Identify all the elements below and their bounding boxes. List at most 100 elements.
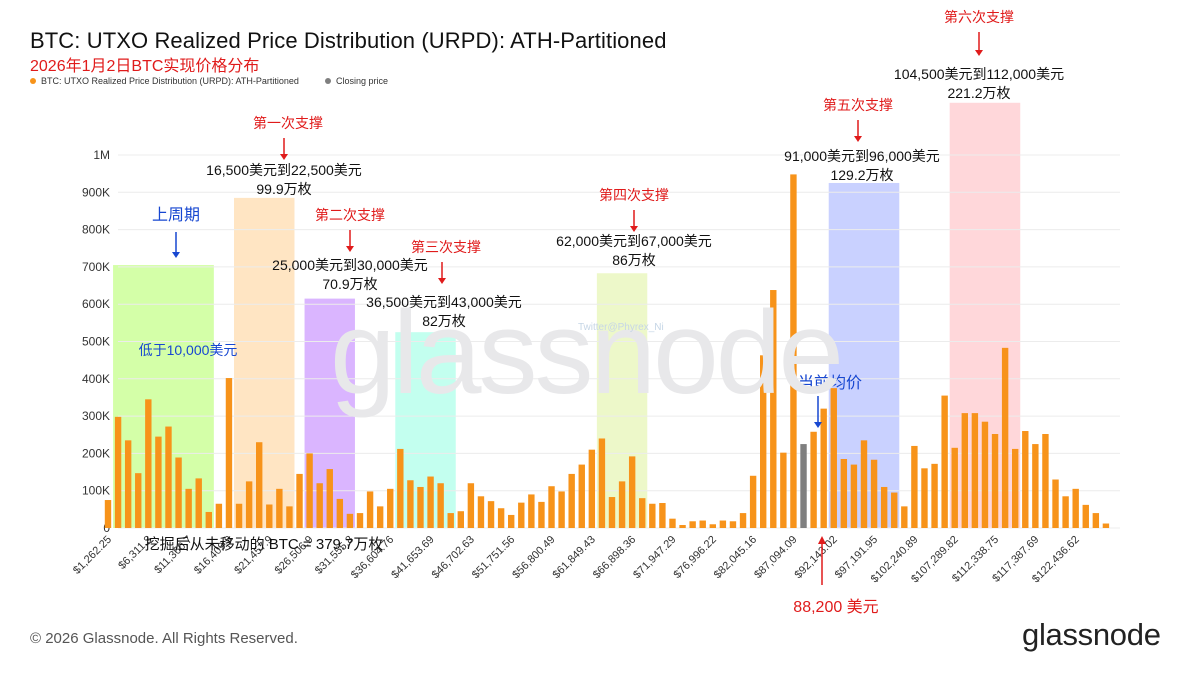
y-tick-label: 400K bbox=[82, 372, 110, 386]
bar bbox=[135, 473, 142, 528]
support-3-arrow-head bbox=[438, 278, 446, 284]
bar bbox=[860, 440, 868, 528]
bar bbox=[467, 483, 475, 528]
bar bbox=[477, 496, 485, 528]
bar bbox=[1052, 479, 1059, 528]
bar bbox=[558, 491, 565, 528]
bar bbox=[336, 498, 344, 528]
current-avg-label: 当前均价 bbox=[798, 374, 862, 392]
bar bbox=[891, 492, 898, 528]
bar bbox=[518, 502, 525, 528]
bar bbox=[487, 501, 495, 528]
y-tick-label: 200K bbox=[82, 446, 110, 460]
bar bbox=[215, 503, 223, 528]
bar bbox=[749, 475, 757, 528]
bar bbox=[739, 513, 747, 528]
bar bbox=[628, 456, 636, 528]
bar bbox=[971, 413, 979, 528]
bar bbox=[598, 438, 606, 528]
last-cycle-range: 低于10,000美元 bbox=[139, 342, 238, 358]
bar bbox=[316, 483, 323, 528]
chart-subtitle: 2026年1月2日BTC实现价格分布 bbox=[30, 58, 260, 75]
y-tick-label: 500K bbox=[82, 335, 110, 349]
support-6-arrow-head bbox=[975, 50, 983, 56]
bar bbox=[387, 488, 394, 528]
support-4-arrow-head bbox=[630, 226, 638, 232]
bar bbox=[820, 408, 827, 528]
bar bbox=[618, 481, 626, 528]
current-avg-arrow-head bbox=[814, 422, 822, 428]
bar bbox=[306, 453, 313, 528]
y-tick-label: 1M bbox=[93, 148, 110, 162]
bar bbox=[235, 503, 243, 528]
y-axis: 0100K200K300K400K500K600K700K800K900K1M bbox=[82, 148, 110, 535]
support-3-title: 第三次支撑 bbox=[411, 239, 481, 255]
legend-item-urpd[interactable]: BTC: UTXO Realized Price Distribution (U… bbox=[30, 76, 299, 86]
legend-dot-icon bbox=[30, 78, 36, 84]
bar bbox=[991, 434, 999, 528]
bar bbox=[266, 504, 273, 528]
chart-title: BTC: UTXO Realized Price Distribution (U… bbox=[30, 28, 667, 53]
closing-price-bar bbox=[800, 444, 807, 528]
legend-label: Closing price bbox=[336, 76, 389, 86]
bar bbox=[568, 473, 575, 528]
bar bbox=[366, 491, 374, 528]
bar bbox=[1072, 488, 1079, 528]
y-tick-label: 100K bbox=[82, 484, 110, 498]
legend-label: BTC: UTXO Realized Price Distribution (U… bbox=[41, 76, 299, 86]
bar bbox=[659, 503, 666, 528]
support-6-range: 104,500美元到112,000美元 bbox=[894, 66, 1064, 82]
bar bbox=[376, 506, 384, 528]
bars bbox=[104, 174, 1110, 528]
bar bbox=[245, 481, 253, 528]
bar bbox=[830, 388, 837, 528]
copyright: © 2026 Glassnode. All Rights Reserved. bbox=[30, 630, 298, 647]
bar bbox=[457, 511, 464, 528]
bar bbox=[870, 459, 878, 528]
bar bbox=[709, 524, 716, 528]
support-3-range: 36,500美元到43,000美元 bbox=[366, 294, 522, 310]
bar bbox=[961, 413, 968, 528]
support-5-title: 第五次支撑 bbox=[823, 97, 893, 113]
support-4-title: 第四次支撑 bbox=[599, 187, 669, 203]
bar bbox=[185, 488, 192, 528]
bar bbox=[497, 508, 505, 528]
bar bbox=[911, 445, 918, 528]
bar bbox=[195, 478, 202, 528]
bar bbox=[225, 378, 233, 528]
support-6-title: 第六次支撑 bbox=[944, 9, 1014, 25]
bar bbox=[437, 483, 444, 528]
bar bbox=[528, 494, 535, 528]
bar bbox=[1102, 523, 1110, 528]
y-tick-label: 600K bbox=[82, 297, 110, 311]
legend-item-closing-price[interactable]: Closing price bbox=[325, 76, 388, 86]
bar bbox=[901, 506, 908, 528]
support-4-amount: 86万枚 bbox=[612, 252, 656, 268]
bar bbox=[356, 513, 364, 528]
support-1-range: 16,500美元到22,500美元 bbox=[206, 162, 362, 178]
legend-dot-icon bbox=[325, 78, 331, 84]
bar bbox=[1032, 444, 1039, 528]
y-tick-label: 300K bbox=[82, 409, 110, 423]
bar bbox=[790, 174, 797, 528]
support-2-title: 第二次支撑 bbox=[315, 207, 385, 223]
y-tick-label: 900K bbox=[82, 185, 110, 199]
bar bbox=[276, 488, 283, 528]
last-cycle-arrow-head bbox=[172, 252, 180, 258]
support-1-title: 第一次支撑 bbox=[253, 115, 323, 131]
y-tick-label: 800K bbox=[82, 223, 110, 237]
support-2-amount: 70.9万枚 bbox=[322, 276, 377, 292]
bar bbox=[508, 514, 515, 528]
bar bbox=[760, 355, 767, 528]
bar bbox=[155, 436, 162, 528]
support-6-amount: 221.2万枚 bbox=[947, 85, 1010, 101]
bar bbox=[699, 520, 706, 528]
bar bbox=[1082, 504, 1089, 528]
bar bbox=[1062, 496, 1069, 528]
never-moved-note: 挖掘后从未移动的 BTC = 379.7万枚 bbox=[145, 536, 384, 553]
bar bbox=[649, 503, 656, 528]
support-zone-rect bbox=[395, 332, 456, 528]
bar bbox=[921, 468, 928, 528]
